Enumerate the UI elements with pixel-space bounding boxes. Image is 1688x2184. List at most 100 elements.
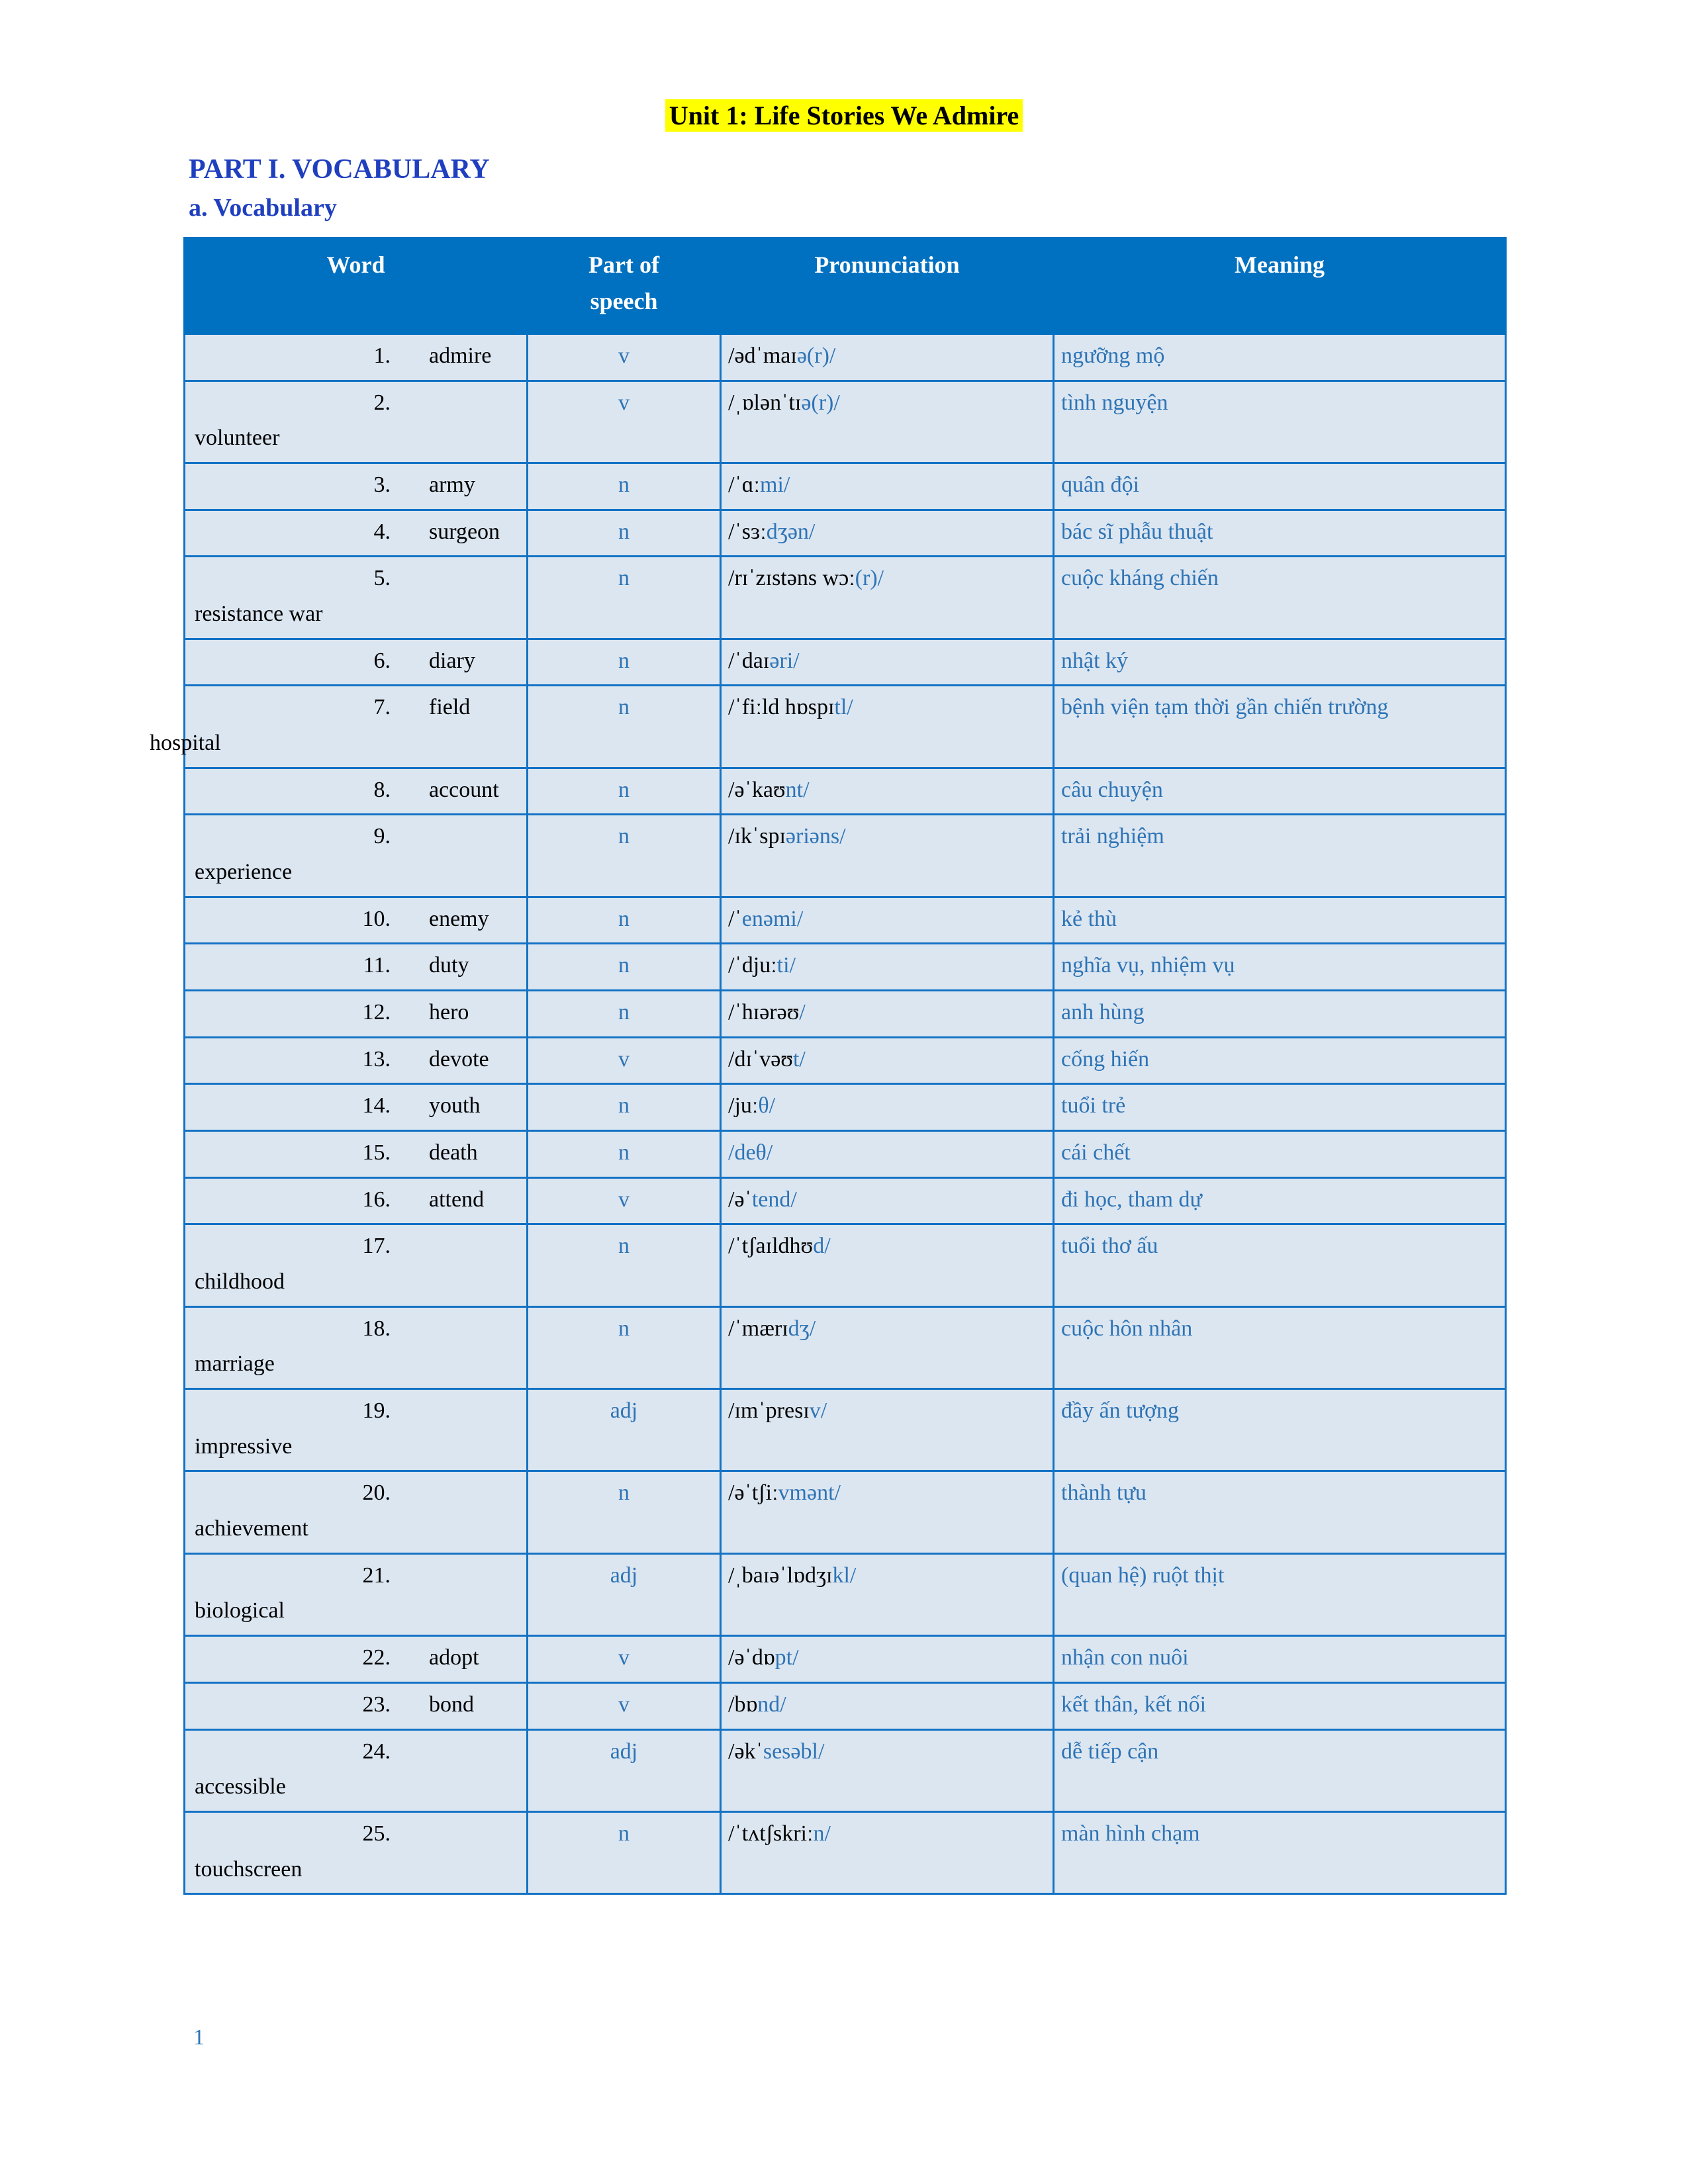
word-text: achievement xyxy=(195,1516,308,1541)
pronunciation-blue-part: sesəbl/ xyxy=(763,1739,825,1764)
pronunciation-blue-part: vmənt/ xyxy=(778,1480,841,1506)
table-row: 19. impressive adj/ɪmˈpresɪv/đầy ấn tượng xyxy=(183,1388,1507,1473)
word-text: childhood xyxy=(195,1269,285,1295)
word-text: attend xyxy=(429,1187,485,1212)
cell-pronunciation: /ˈfiːld hɒspɪtl/ xyxy=(720,684,1055,769)
cell-pronunciation: /əkˈsesəbl/ xyxy=(720,1728,1055,1813)
cell-meaning: bác sĩ phẫu thuật xyxy=(1053,508,1507,558)
cell-meaning: tình nguyện xyxy=(1053,379,1507,465)
cell-word: 22. adopt xyxy=(183,1635,528,1684)
pronunciation-black-part: /ˌbaɪəˈlɒdʒɪ xyxy=(728,1563,833,1588)
cell-meaning: anh hùng xyxy=(1053,989,1507,1038)
cell-part-of-speech: v xyxy=(526,333,722,382)
cell-meaning: ngưỡng mộ xyxy=(1053,333,1507,382)
cell-word: 19. impressive xyxy=(183,1388,528,1473)
cell-part-of-speech: n xyxy=(526,637,722,687)
pronunciation-black-part: /ˈfiːld hɒspɪ xyxy=(728,695,835,720)
word-text: enemy xyxy=(429,906,489,931)
cell-part-of-speech: n xyxy=(526,1305,722,1390)
cell-meaning: đi học, tham dự xyxy=(1053,1176,1507,1226)
pronunciation-blue-part: enəmi/ xyxy=(741,906,804,931)
cell-meaning: thành tựu xyxy=(1053,1470,1507,1555)
word-text: field xyxy=(429,695,471,720)
cell-part-of-speech: v xyxy=(526,379,722,465)
word-text: biological xyxy=(195,1598,285,1623)
cell-part-of-speech: adj xyxy=(526,1552,722,1637)
page-title: Unit 1: Life Stories We Admire xyxy=(0,99,1688,132)
table-row: 4. surgeon n/ˈsɜːdʒən/bác sĩ phẫu thuật xyxy=(183,508,1507,558)
pronunciation-black-part: /bɒ xyxy=(728,1692,758,1717)
cell-word: 3. army xyxy=(183,462,528,511)
cell-part-of-speech: n xyxy=(526,1223,722,1308)
cell-pronunciation: /əˈkaʊnt/ xyxy=(720,766,1055,816)
cell-word: 1. admire xyxy=(183,333,528,382)
page-number: 1 xyxy=(193,2025,205,2050)
cell-word: 24. accessible xyxy=(183,1728,528,1813)
cell-part-of-speech: v xyxy=(526,1635,722,1684)
pronunciation-blue-part: ə(r)/ xyxy=(796,343,836,368)
word-number: 14. xyxy=(362,1093,391,1118)
pronunciation-blue-part: nd/ xyxy=(757,1692,786,1717)
table-row: 1. admire v/ədˈmaɪə(r)/ngưỡng mộ xyxy=(183,333,1507,382)
word-number: 8. xyxy=(373,777,391,802)
cell-word: 5. resistance war xyxy=(183,555,528,640)
cell-pronunciation: /ˌɒlənˈtɪə(r)/ xyxy=(720,379,1055,465)
word-number: 23. xyxy=(362,1692,391,1717)
pronunciation-blue-part: t/ xyxy=(792,1046,806,1071)
word-number: 15. xyxy=(362,1140,391,1165)
pronunciation-blue-part: / xyxy=(799,1000,806,1025)
pronunciation-black-part: /ˈdjuː xyxy=(728,953,777,978)
pronunciation-black-part: /rɪˈzɪstəns wɔː xyxy=(728,566,855,591)
word-number: 6. xyxy=(373,648,391,673)
word-text: adopt xyxy=(429,1645,479,1670)
table-header-row: Word Part of speech Pronunciation Meanin… xyxy=(183,237,1507,335)
cell-part-of-speech: n xyxy=(526,766,722,816)
cell-meaning: trải nghiệm xyxy=(1053,813,1507,898)
word-number: 4. xyxy=(373,519,391,544)
pronunciation-blue-part: tl/ xyxy=(834,695,853,720)
pronunciation-black-part: /ˈ xyxy=(728,906,742,931)
pronunciation-black-part: /əˈtʃiː xyxy=(728,1480,778,1506)
section-heading: a. Vocabulary xyxy=(189,194,337,222)
pronunciation-blue-part: əri/ xyxy=(769,648,800,673)
pronunciation-black-part: /ˈtʃaɪldhʊ xyxy=(728,1234,814,1259)
cell-word: 11. duty xyxy=(183,942,528,992)
table-row: 2. volunteer v/ˌɒlənˈtɪə(r)/tình nguyện xyxy=(183,379,1507,465)
word-number: 11. xyxy=(363,953,391,978)
cell-word: 6. diary xyxy=(183,637,528,687)
cell-word: 9. experience xyxy=(183,813,528,898)
cell-part-of-speech: n xyxy=(526,895,722,945)
cell-word: 4. surgeon xyxy=(183,508,528,558)
word-text: diary xyxy=(429,648,475,673)
cell-pronunciation: /rɪˈzɪstəns wɔː(r)/ xyxy=(720,555,1055,640)
pronunciation-blue-part: tend/ xyxy=(751,1187,797,1212)
cell-meaning: cuộc hôn nhân xyxy=(1053,1305,1507,1390)
word-number: 2. xyxy=(373,390,391,415)
cell-word: 8. account xyxy=(183,766,528,816)
cell-pronunciation: /ˈtʌtʃskriːn/ xyxy=(720,1810,1055,1895)
pronunciation-black-part: /əˈkaʊ xyxy=(728,777,786,802)
table-row: 24. accessible adj/əkˈsesəbl/dễ tiếp cận xyxy=(183,1728,1507,1813)
pronunciation-blue-part: θ/ xyxy=(758,1093,776,1118)
cell-pronunciation: /ˈɑːmi/ xyxy=(720,462,1055,511)
table-row: 16. attend v/əˈtend/đi học, tham dự xyxy=(183,1176,1507,1226)
pronunciation-blue-part: /deθ/ xyxy=(728,1140,773,1165)
cell-pronunciation: /ˈdaɪəri/ xyxy=(720,637,1055,687)
pronunciation-blue-part: dʒən/ xyxy=(766,519,816,544)
cell-meaning: kẻ thù xyxy=(1053,895,1507,945)
word-number: 19. xyxy=(362,1398,391,1424)
table-row: 23. bond v/bɒnd/kết thân, kết nối xyxy=(183,1681,1507,1731)
word-text: hospital xyxy=(150,731,221,756)
cell-part-of-speech: n xyxy=(526,813,722,898)
cell-part-of-speech: adj xyxy=(526,1388,722,1473)
column-header-pronunciation: Pronunciation xyxy=(720,237,1055,335)
cell-meaning: đầy ấn tượng xyxy=(1053,1388,1507,1473)
word-number: 21. xyxy=(362,1563,391,1588)
cell-meaning: (quan hệ) ruột thịt xyxy=(1053,1552,1507,1637)
cell-part-of-speech: n xyxy=(526,462,722,511)
word-number: 5. xyxy=(373,566,391,591)
table-row: 13. devote v/dɪˈvəʊt/cống hiến xyxy=(183,1036,1507,1085)
cell-pronunciation: /əˈtʃiːvmənt/ xyxy=(720,1470,1055,1555)
word-number: 12. xyxy=(362,1000,391,1025)
word-text: hero xyxy=(429,1000,469,1025)
